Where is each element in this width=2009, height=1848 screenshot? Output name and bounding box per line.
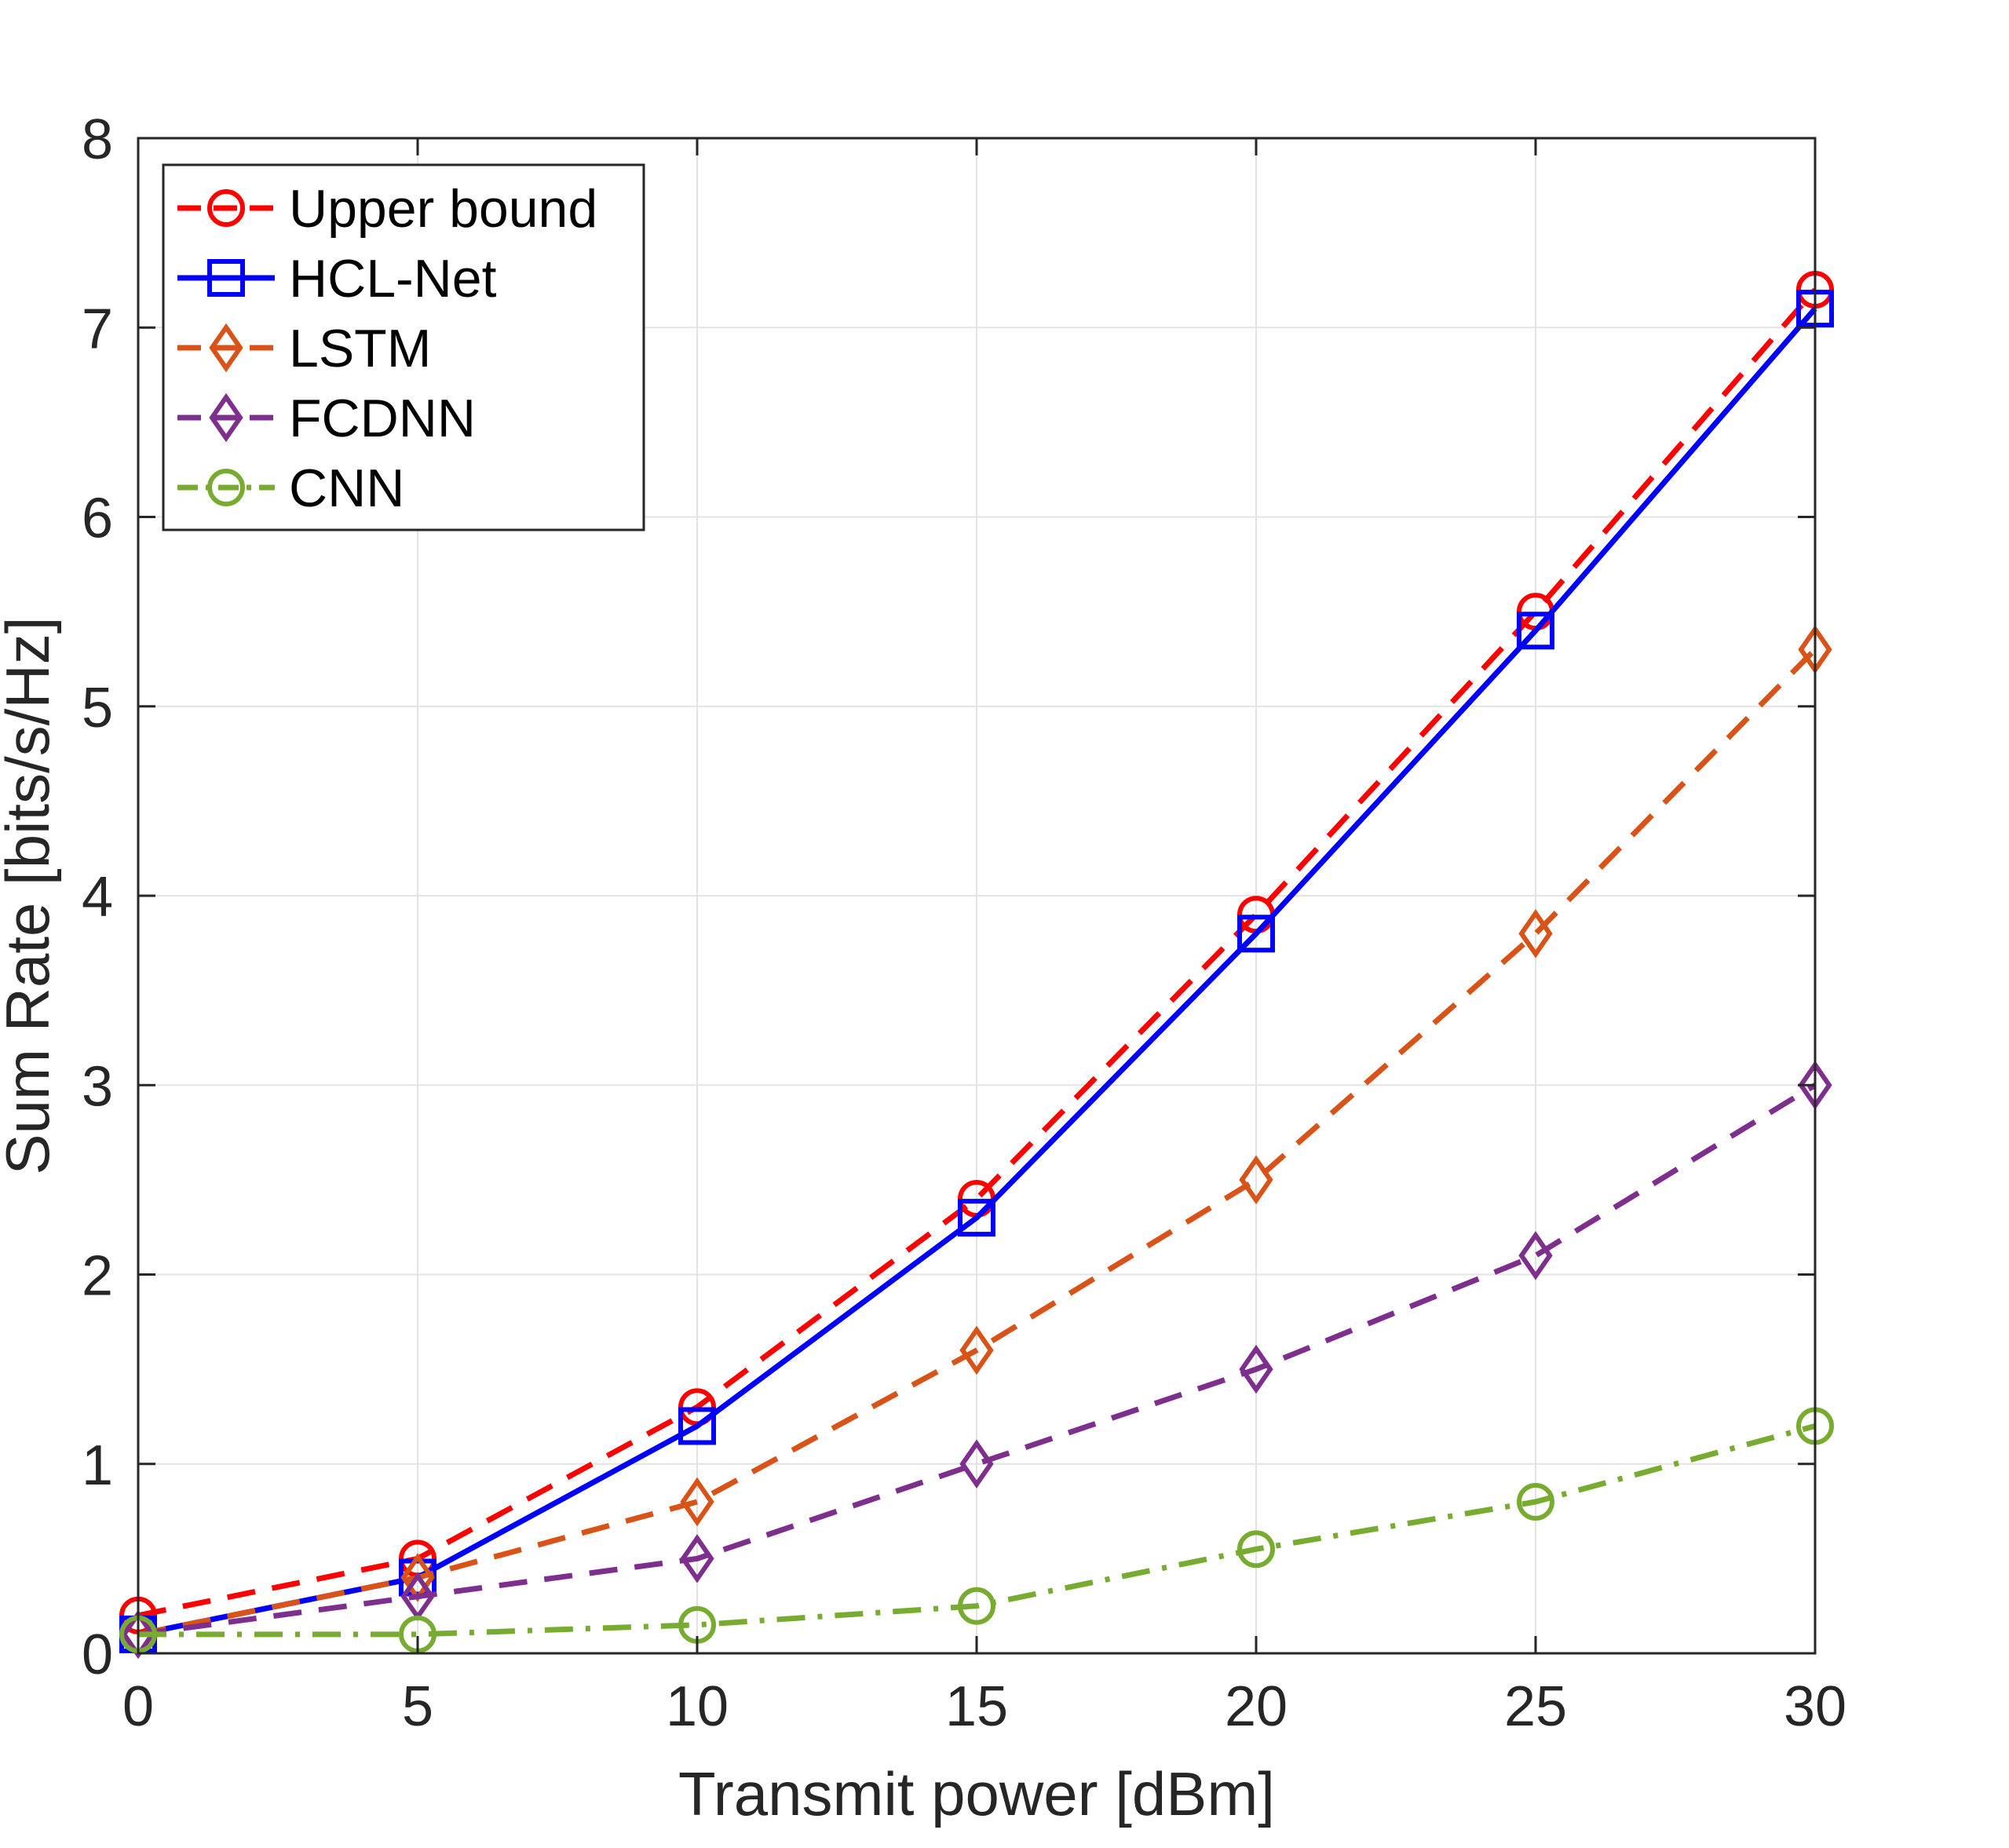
data-point-cnn (958, 1587, 995, 1625)
legend-marker-upper-bound (207, 189, 245, 227)
x-tick-label: 30 (1784, 1675, 1846, 1738)
legend-marker-cnn (207, 469, 245, 506)
data-point-lstm (1239, 1155, 1273, 1205)
y-tick-label: 2 (82, 1245, 113, 1308)
legend-label-fcdnn: FCDNN (289, 389, 476, 448)
x-tick-label: 25 (1504, 1675, 1567, 1738)
legend: Upper bound HCL-Net LSTM FCDNN CNN (162, 163, 645, 531)
series-line-fcdnn (137, 1083, 1817, 1638)
legend-label-hcl-net: HCL-Net (289, 249, 497, 309)
legend-marker-hcl-net (207, 259, 245, 297)
data-point-lstm (680, 1477, 714, 1527)
data-point-hcl-net (1237, 915, 1275, 953)
series-line-cnn (138, 1423, 1816, 1638)
tick-labels: 0 5 10 15 20 25 30 0 1 2 3 4 5 6 7 8 (82, 108, 1846, 1738)
legend-label-lstm: LSTM (289, 319, 431, 378)
y-tick-label: 8 (82, 108, 113, 171)
y-tick-label: 5 (82, 677, 113, 740)
data-point-fcdnn (1518, 1231, 1553, 1280)
data-point-hcl-net (1517, 612, 1554, 650)
legend-marker-lstm (209, 323, 243, 373)
x-tick-label: 20 (1225, 1675, 1288, 1738)
y-tick-label: 6 (82, 488, 113, 550)
data-point-hcl-net (958, 1199, 995, 1237)
y-tick-label: 3 (82, 1055, 113, 1118)
data-point-fcdnn (1239, 1344, 1273, 1394)
y-tick-label: 7 (82, 298, 113, 360)
data-point-cnn (1237, 1530, 1275, 1569)
legend-marker-fcdnn (209, 393, 243, 443)
y-tick-label: 4 (82, 866, 113, 929)
data-point-fcdnn (680, 1534, 714, 1583)
data-point-cnn (1517, 1483, 1554, 1521)
x-tick-label: 0 (122, 1675, 154, 1738)
x-axis-title: Transmit power [dBm] (678, 1759, 1275, 1828)
axis-ticks (137, 137, 1817, 1655)
data-point-hcl-net (678, 1407, 716, 1445)
y-tick-label: 0 (82, 1623, 113, 1686)
x-tick-label: 15 (945, 1675, 1008, 1738)
legend-label-upper-bound: Upper bound (289, 179, 597, 239)
x-tick-label: 10 (666, 1675, 729, 1738)
legend-label-cnn: CNN (289, 458, 404, 518)
data-point-fcdnn (959, 1439, 994, 1489)
y-axis-title: Sum Rate [bits/s/Hz] (0, 617, 62, 1175)
y-tick-label: 1 (82, 1434, 113, 1497)
legend-box (162, 163, 645, 531)
data-point-lstm (959, 1325, 994, 1375)
data-point-lstm (1518, 908, 1553, 959)
x-tick-label: 5 (402, 1675, 433, 1738)
data-point-fcdnn (121, 1609, 155, 1660)
